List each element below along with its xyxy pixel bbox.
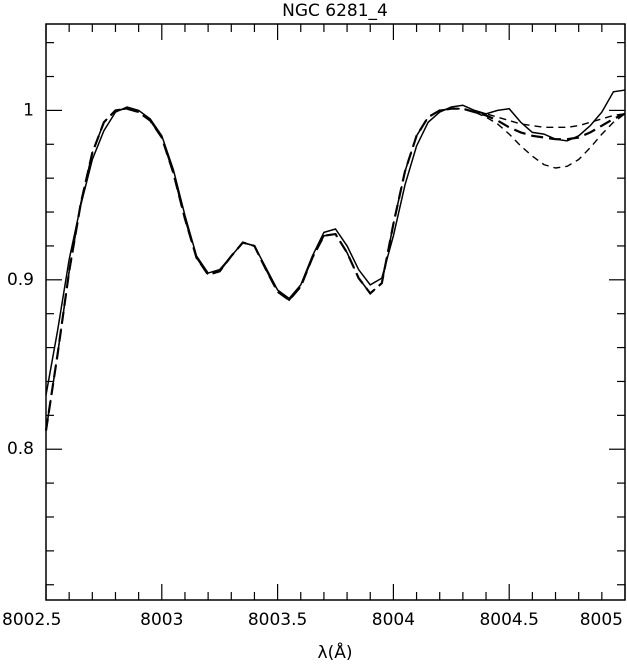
x-axis-label: λ(Å): [318, 641, 353, 663]
y-tick-label: 0.8: [7, 439, 34, 459]
plot-frame: [45, 23, 626, 601]
x-tick-label: 8004.5: [479, 610, 538, 630]
y-tick-label: 0.9: [7, 270, 34, 290]
x-tick-label: 8005: [580, 610, 623, 630]
spectrum-line: [45, 107, 626, 431]
chart-title: NGC 6281_4: [282, 1, 388, 21]
x-tick-label: 8002.5: [2, 610, 61, 630]
spectrum-line: [44, 107, 626, 431]
spectrum-line: [45, 107, 626, 431]
y-tick-label: 1: [23, 100, 34, 120]
x-tick-label: 8004: [372, 610, 415, 630]
x-tick-label: 8003.5: [248, 610, 307, 630]
x-tick-label: 8003: [140, 610, 183, 630]
spectrum-line: [45, 89, 626, 396]
